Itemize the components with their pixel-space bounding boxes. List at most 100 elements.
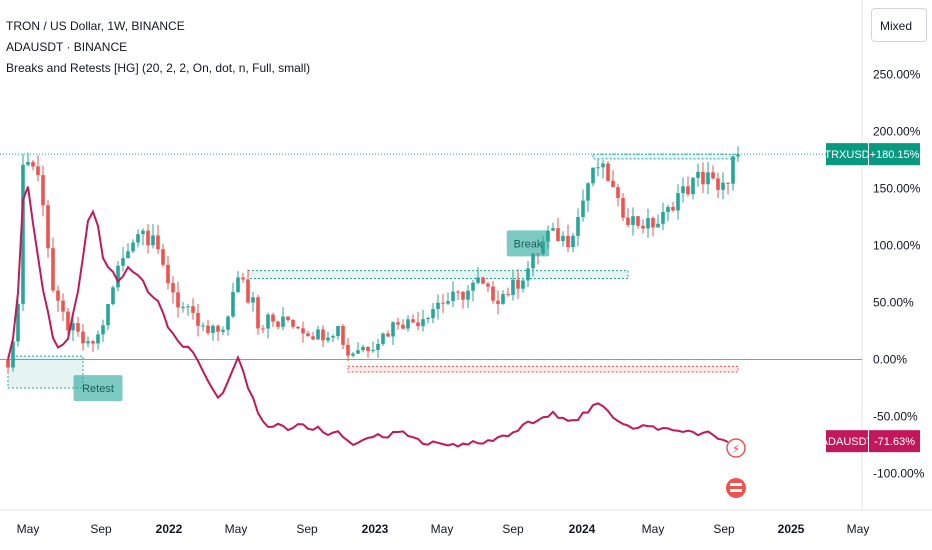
candle-body (36, 166, 40, 176)
candle-body (376, 343, 380, 350)
candle-body (226, 316, 230, 330)
candle-body (651, 218, 655, 228)
candle-body (661, 211, 665, 224)
candle-body (236, 277, 240, 293)
x-tick-label: 2025 (778, 522, 805, 536)
y-tick-label: 250.00% (873, 68, 921, 82)
candle-body (686, 186, 690, 195)
scale-mode-button[interactable]: Mixed (871, 8, 927, 42)
x-tick-label: May (17, 522, 40, 536)
y-tick-label: -50.00% (873, 410, 918, 424)
y-tick-label: 50.00% (873, 296, 914, 310)
candle-body (736, 154, 740, 157)
candle-body (581, 200, 585, 218)
candle-body (656, 223, 660, 228)
candle-body (66, 311, 70, 331)
candle-body (456, 291, 460, 293)
candle-body (471, 282, 475, 291)
candle-body (451, 291, 455, 302)
candle-body (486, 283, 490, 287)
candle-body (606, 163, 610, 181)
candle-body (406, 319, 410, 329)
candle-body (531, 253, 535, 269)
candle-body (126, 251, 130, 259)
trxusd-symbol-badge: TRXUSD (824, 149, 869, 161)
candle-body (676, 193, 680, 211)
candle-body (196, 312, 200, 326)
y-tick-label: -100.00% (873, 467, 925, 481)
candle-body (256, 297, 260, 329)
x-tick-label: Sep (296, 522, 318, 536)
candle-body (511, 279, 515, 295)
candle-body (421, 319, 425, 327)
trxusd-symbol-badge-bg (826, 143, 868, 166)
candle-body (351, 353, 355, 356)
candle-body (286, 316, 290, 321)
candle-body (91, 341, 95, 344)
candle-body (16, 303, 20, 342)
indicator-title[interactable]: Breaks and Retests [HG] (20, 2, 2, On, d… (6, 61, 311, 75)
candle-body (56, 290, 60, 301)
candle-body (81, 331, 85, 344)
candle-body (316, 329, 320, 340)
candle-body (626, 217, 630, 225)
candle-body (701, 171, 705, 185)
candle-body (246, 279, 250, 303)
candle-body (6, 359, 10, 368)
candle-body (391, 322, 395, 337)
candle-body (556, 228, 560, 242)
flag-stripe (730, 483, 742, 486)
candle-body (636, 216, 640, 226)
candle-body (326, 337, 330, 341)
candle-body (566, 235, 570, 248)
label-break: Break (514, 238, 543, 250)
candle-body (101, 325, 105, 335)
candle-body (11, 341, 15, 368)
candle-body (386, 333, 390, 337)
candle-body (716, 178, 720, 190)
candle-body (601, 163, 605, 168)
candle-body (271, 314, 275, 322)
candle-body (121, 258, 125, 266)
candle-body (166, 264, 170, 284)
candle-body (161, 249, 165, 265)
x-tick-label: Sep (713, 522, 735, 536)
candle-body (591, 167, 595, 184)
candle-body (281, 316, 285, 327)
candle-body (706, 172, 710, 185)
candle-body (131, 242, 135, 252)
x-tick-label: May (431, 522, 454, 536)
candle-body (341, 326, 345, 345)
candle-body (331, 336, 335, 338)
candle-body (261, 328, 265, 330)
candle-body (371, 349, 375, 352)
breaks-retests-zone (347, 365, 739, 373)
adausdt-symbol-badge-bg (826, 430, 868, 453)
candle-body (666, 206, 670, 212)
candle-body (296, 326, 300, 329)
candle-body (176, 292, 180, 308)
candle-body (96, 334, 100, 344)
candle-body (616, 187, 620, 199)
candle-body (356, 350, 360, 354)
x-tick-label: 2022 (156, 522, 183, 536)
candle-body (416, 322, 420, 327)
compare-symbol-title[interactable]: ADAUSDT · BINANCE (6, 40, 128, 54)
y-tick-label: 0.00% (873, 353, 907, 367)
candle-body (621, 198, 625, 218)
candle-body (31, 162, 35, 167)
candle-body (111, 287, 115, 305)
label-break-box (506, 230, 550, 257)
candle-body (501, 294, 505, 304)
candle-body (586, 183, 590, 201)
main-symbol-title[interactable]: TRON / US Dollar, 1W, BINANCE (6, 19, 185, 33)
candle-body (46, 205, 50, 249)
candle-body (151, 235, 155, 246)
candle-body (411, 319, 415, 323)
candle-body (506, 294, 510, 296)
candle-body (401, 324, 405, 329)
candle-body (106, 304, 110, 326)
candle-body (86, 341, 90, 344)
candle-body (696, 171, 700, 178)
